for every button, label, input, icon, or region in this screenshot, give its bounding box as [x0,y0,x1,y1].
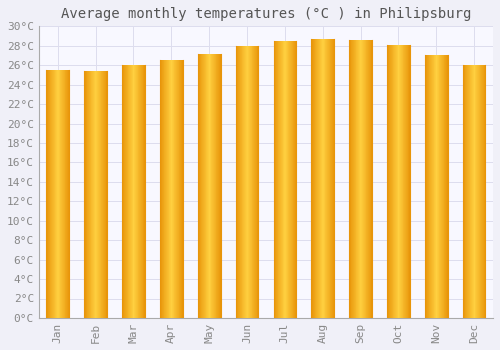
Title: Average monthly temperatures (°C ) in Philipsburg: Average monthly temperatures (°C ) in Ph… [60,7,471,21]
